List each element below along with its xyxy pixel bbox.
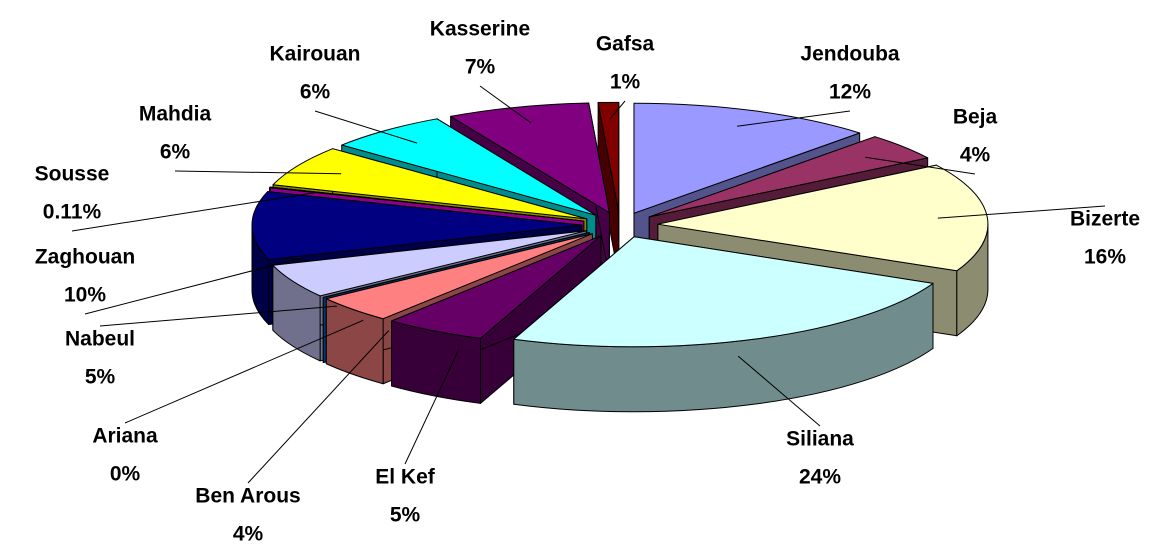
slice-label: Kasserine	[430, 18, 530, 41]
slice-label: Mahdia	[139, 103, 212, 126]
slice-label: Sousse	[35, 163, 110, 186]
leader-line	[174, 170, 342, 175]
slice-label: Ben Arous	[195, 485, 300, 508]
slice-top	[325, 233, 593, 320]
leader-line	[99, 305, 337, 327]
slice-top	[341, 118, 597, 216]
slice-top	[648, 136, 929, 218]
slice-top	[391, 235, 602, 339]
slice-label: Zaghouan	[35, 246, 135, 269]
slice-top	[657, 164, 989, 272]
leader-line	[737, 110, 851, 127]
slice-label: Nabeul	[65, 328, 135, 351]
slice-top	[268, 186, 585, 222]
slice-value-label: 5%	[85, 366, 116, 389]
slice-value-label: 16%	[1084, 246, 1126, 269]
leader-line	[124, 319, 364, 424]
slice	[597, 101, 620, 278]
slice-value-label: 4%	[960, 144, 991, 167]
leader-line	[737, 355, 821, 427]
slice	[513, 236, 934, 413]
slice-label: Gafsa	[596, 33, 655, 56]
leader-line	[247, 330, 390, 484]
slice-top	[513, 236, 934, 348]
slice-value-label: 6%	[300, 81, 331, 104]
slice-value-label: 1%	[610, 71, 641, 94]
leader-line	[404, 348, 460, 465]
leader-line	[479, 85, 532, 124]
slice-top	[597, 101, 620, 213]
slice-label: Jendouba	[800, 43, 899, 66]
slice-top	[633, 102, 861, 214]
slice-value-label: 24%	[799, 466, 841, 489]
leader-line	[865, 156, 976, 175]
leader-line	[937, 205, 1106, 219]
leader-line	[84, 257, 302, 315]
slice-value-label: 7%	[465, 56, 496, 79]
slice-value-label: 5%	[390, 504, 421, 527]
slice-top	[450, 102, 610, 214]
slice-label: Ariana	[92, 425, 158, 448]
slice-label: El Kef	[375, 466, 436, 489]
slice-value-label: 6%	[160, 141, 191, 164]
slice-label: Siliana	[786, 428, 854, 451]
leader-line	[71, 191, 317, 232]
leader-line	[609, 100, 626, 120]
slice-top	[322, 231, 590, 299]
slice-top	[272, 148, 588, 220]
slice-top	[251, 191, 583, 261]
slice-label: Kairouan	[269, 43, 360, 66]
slice-value-label: 4%	[233, 523, 264, 546]
slice-label: Bizerte	[1070, 208, 1140, 231]
slice-value-label: 12%	[829, 81, 871, 104]
leader-line	[314, 110, 418, 144]
slice-value-label: 0%	[110, 463, 141, 486]
slice-value-label: 0.11%	[43, 201, 102, 224]
slice-value-label: 10%	[64, 284, 106, 307]
slice-label: Beja	[953, 106, 998, 129]
